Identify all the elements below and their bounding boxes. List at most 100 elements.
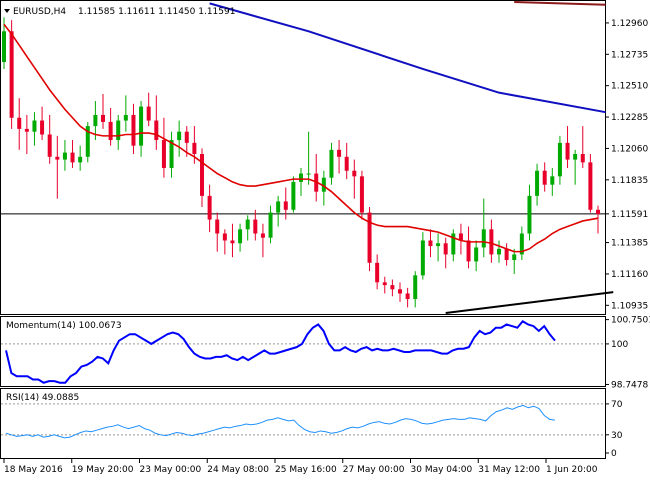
trend-line	[445, 291, 614, 314]
candle-body	[512, 254, 517, 261]
price-panel	[0, 0, 606, 315]
time-tick-label: 23 May 00:00	[140, 465, 202, 475]
time-tick-label: 1 Jun 20:00	[546, 465, 598, 475]
candle-body	[375, 262, 380, 283]
candle-body	[139, 106, 144, 146]
candle-body	[9, 31, 14, 118]
candle-body	[428, 240, 433, 247]
symbol-label: EURUSD,H4	[13, 7, 66, 17]
rsi-tick-label: 70	[611, 400, 623, 410]
price-tick-label: 1.12735	[611, 50, 648, 60]
candle-body	[481, 229, 486, 248]
candle-body	[47, 134, 52, 157]
candle-body	[62, 152, 67, 160]
time-tick-label: 25 May 16:00	[275, 465, 337, 475]
ma-slow-line	[209, 2, 606, 114]
candle-body	[230, 240, 235, 244]
price-tick-label: 1.12285	[611, 113, 648, 123]
rsi-tick-label: 0	[611, 449, 617, 459]
time-tick-label: 24 May 08:00	[207, 465, 269, 475]
candle-body	[24, 128, 29, 132]
candle-body	[222, 233, 227, 241]
candle-body	[207, 195, 212, 220]
candle-body	[146, 106, 151, 121]
chevron-down-icon[interactable]	[4, 9, 10, 13]
candle-body	[344, 156, 349, 171]
momentum-tick-label: 98.7478	[611, 380, 648, 390]
candle-body	[367, 212, 372, 263]
candle-body	[131, 114, 136, 146]
candle-body	[17, 117, 22, 129]
candle-body	[283, 201, 288, 210]
momentum-tick-label: 100	[611, 340, 628, 350]
candle-body	[192, 142, 197, 155]
rsi-line	[5, 404, 556, 439]
price-tick-label: 1.12510	[611, 82, 648, 92]
candle-body	[108, 121, 113, 141]
candle-body	[337, 149, 342, 157]
time-tick-label: 19 May 20:00	[72, 465, 134, 475]
candle-body	[101, 114, 105, 122]
candle-body	[405, 293, 410, 300]
momentum-title: Momentum(14) 100.0673	[6, 321, 122, 331]
price-tick-label: 1.10935	[611, 301, 648, 311]
candle-body	[238, 229, 243, 244]
candle-body	[382, 282, 387, 286]
rsi-title: RSI(14) 49.0885	[6, 393, 79, 403]
time-tick-label: 30 May 04:00	[411, 465, 473, 475]
candle-body	[321, 177, 326, 192]
candle-body	[413, 275, 418, 300]
ma-long-line	[514, 1, 606, 6]
candle-body	[535, 170, 540, 196]
candle-body	[78, 156, 83, 163]
candle-body	[550, 176, 555, 185]
candle-body	[466, 240, 471, 262]
candle-body	[436, 243, 441, 247]
candle-body	[32, 120, 37, 132]
momentum-line	[5, 319, 556, 384]
candle-body	[2, 31, 6, 62]
candle-body	[93, 114, 98, 127]
candle-body	[451, 233, 456, 255]
time-tick-label: 27 May 00:00	[343, 465, 405, 475]
candle-body	[565, 142, 570, 160]
candle-body	[161, 140, 166, 168]
candle-body	[390, 285, 395, 290]
candle-body	[474, 247, 479, 262]
candle-body	[573, 154, 578, 160]
candle-body	[169, 140, 174, 168]
candle-body	[359, 176, 364, 213]
candle-body	[260, 233, 265, 238]
candle-body	[519, 233, 524, 255]
ma-fast-line	[3, 23, 599, 253]
candle-body	[352, 170, 357, 177]
candle-body	[542, 170, 547, 185]
candle-body	[527, 195, 532, 234]
candle-body	[504, 248, 509, 261]
candle-body	[299, 173, 303, 182]
price-tick-label: 1.11160	[611, 270, 648, 280]
rsi-panel	[0, 388, 606, 459]
price-tick-label: 1.12960	[611, 19, 648, 29]
candle-body	[154, 120, 159, 141]
candle-body	[177, 131, 182, 141]
ohlc-readout: 1.11585 1.11611 1.11450 1.11591	[78, 7, 235, 17]
momentum-tick-label: 100.7501	[611, 316, 650, 326]
candle-body	[580, 154, 585, 163]
candle-body	[253, 219, 258, 234]
candle-body	[420, 240, 425, 276]
candle-body	[329, 149, 334, 178]
candle-body	[215, 219, 220, 234]
candle-body	[291, 181, 296, 210]
candle-body	[200, 154, 204, 196]
price-tick-label: 1.12060	[611, 144, 648, 154]
candle-body	[245, 219, 250, 230]
momentum-panel	[0, 316, 606, 387]
candle-body	[489, 229, 494, 255]
candle-body	[276, 201, 281, 213]
candle-body	[70, 152, 75, 163]
candle-body	[306, 173, 311, 175]
candle-body	[596, 209, 600, 214]
candle-body	[184, 131, 189, 143]
